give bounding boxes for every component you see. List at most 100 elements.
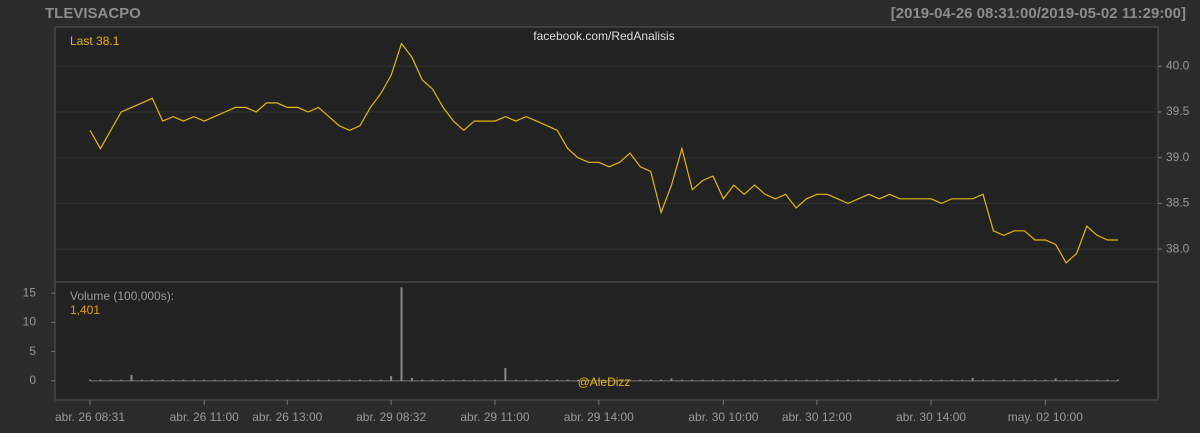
volume-bar <box>815 379 818 381</box>
y-tick-label: 10 <box>23 315 37 329</box>
x-tick-label: abr. 26 11:00 <box>170 410 239 424</box>
volume-bar <box>867 379 870 381</box>
volume-bar <box>743 379 746 381</box>
x-tick-label: abr. 30 14:00 <box>896 410 966 424</box>
volume-bar <box>431 379 434 381</box>
volume-bar <box>795 379 798 381</box>
volume-bar <box>1013 379 1016 381</box>
volume-bar <box>992 379 995 381</box>
volume-bar <box>878 379 881 381</box>
volume-bar <box>462 379 465 381</box>
volume-bar <box>182 379 185 381</box>
volume-label: Volume (100,000s): <box>70 289 174 303</box>
volume-bar <box>930 379 933 381</box>
volume-bar <box>847 379 850 381</box>
y-tick-label: 38.0 <box>1166 241 1190 255</box>
volume-bar <box>286 379 289 381</box>
y-tick-label: 15 <box>23 285 37 299</box>
volume-bar <box>307 379 310 381</box>
volume-bar <box>805 379 808 381</box>
volume-bar <box>940 379 943 381</box>
y-tick-label: 39.5 <box>1166 104 1190 118</box>
volume-bar <box>1075 379 1078 381</box>
price-line <box>89 42 1118 264</box>
volume-bar <box>400 287 403 381</box>
volume-bar <box>1033 379 1036 381</box>
volume-bar <box>348 379 351 381</box>
volume-bar <box>223 379 226 381</box>
y-tick-label: 0 <box>29 373 36 387</box>
volume-bar <box>608 379 611 381</box>
watermark: facebook.com/RedAnalisis <box>533 29 674 43</box>
volume-bar <box>628 379 631 381</box>
volume-bar <box>618 379 621 381</box>
volume-bar <box>774 379 777 381</box>
volume-bar <box>1096 379 1099 381</box>
volume-bar <box>317 379 320 381</box>
y-tick-label: 5 <box>29 344 36 358</box>
volume-bar <box>493 379 496 381</box>
chart-subtitle: [2019-04-26 08:31:00/2019-05-02 11:29:00… <box>891 5 1186 22</box>
volume-bar <box>327 379 330 381</box>
volume-bar <box>369 379 372 381</box>
x-tick-label: abr. 29 11:00 <box>460 410 529 424</box>
volume-bar <box>120 379 123 381</box>
volume-bar <box>722 379 725 381</box>
volume-bar <box>826 379 829 381</box>
volume-bar <box>151 379 154 381</box>
volume-bar <box>161 379 164 381</box>
volume-bar <box>1085 379 1088 381</box>
volume-bar <box>1117 379 1119 381</box>
volume-bar <box>473 379 476 381</box>
x-tick-label: abr. 29 14:00 <box>564 410 634 424</box>
volume-bar <box>390 376 393 381</box>
volume-bar <box>172 379 175 381</box>
volume-bar <box>140 379 143 381</box>
volume-bar <box>909 379 912 381</box>
volume-bar <box>379 379 382 381</box>
volume-bar <box>753 379 756 381</box>
volume-bar <box>670 378 673 381</box>
last-volume-label: 1,401 <box>70 303 100 317</box>
volume-bar <box>203 379 206 381</box>
volume-bar <box>950 379 953 381</box>
x-tick-label: abr. 26 08:31 <box>55 410 125 424</box>
volume-bar <box>898 379 901 381</box>
volume-bar <box>919 379 922 381</box>
volume-bar <box>358 379 361 381</box>
volume-bar <box>1044 379 1047 381</box>
volume-bar <box>109 379 112 381</box>
volume-bar <box>442 379 445 381</box>
x-tick-label: abr. 30 12:00 <box>782 410 852 424</box>
volume-bar <box>556 379 559 381</box>
volume-bar <box>514 379 517 381</box>
volume-bar <box>192 379 195 381</box>
volume-bar <box>296 379 299 381</box>
chart-title: TLEVISACPO <box>45 5 141 22</box>
volume-bar <box>130 374 133 381</box>
volume-bar <box>213 379 216 381</box>
volume-bar <box>255 379 258 381</box>
volume-bar <box>680 379 683 381</box>
volume-bar <box>1002 379 1005 381</box>
volume-bar <box>587 379 590 381</box>
volume-bar <box>971 377 974 381</box>
volume-bar <box>701 379 704 381</box>
volume-bar <box>961 379 964 381</box>
volume-bar <box>691 379 694 381</box>
volume-bar <box>566 379 569 381</box>
volume-bar <box>275 379 278 381</box>
volume-bar <box>545 379 548 381</box>
volume-bar <box>99 379 102 381</box>
volume-bar <box>265 379 268 381</box>
volume-bar <box>712 379 715 381</box>
x-tick-label: abr. 26 13:00 <box>252 410 322 424</box>
y-tick-label: 40.0 <box>1166 58 1190 72</box>
volume-bar <box>1065 379 1068 381</box>
volume-bar <box>1054 378 1057 381</box>
volume-bar <box>338 379 341 381</box>
volume-bar <box>535 379 538 381</box>
volume-bar <box>234 379 237 381</box>
watermark: @AleDizz <box>578 375 631 389</box>
